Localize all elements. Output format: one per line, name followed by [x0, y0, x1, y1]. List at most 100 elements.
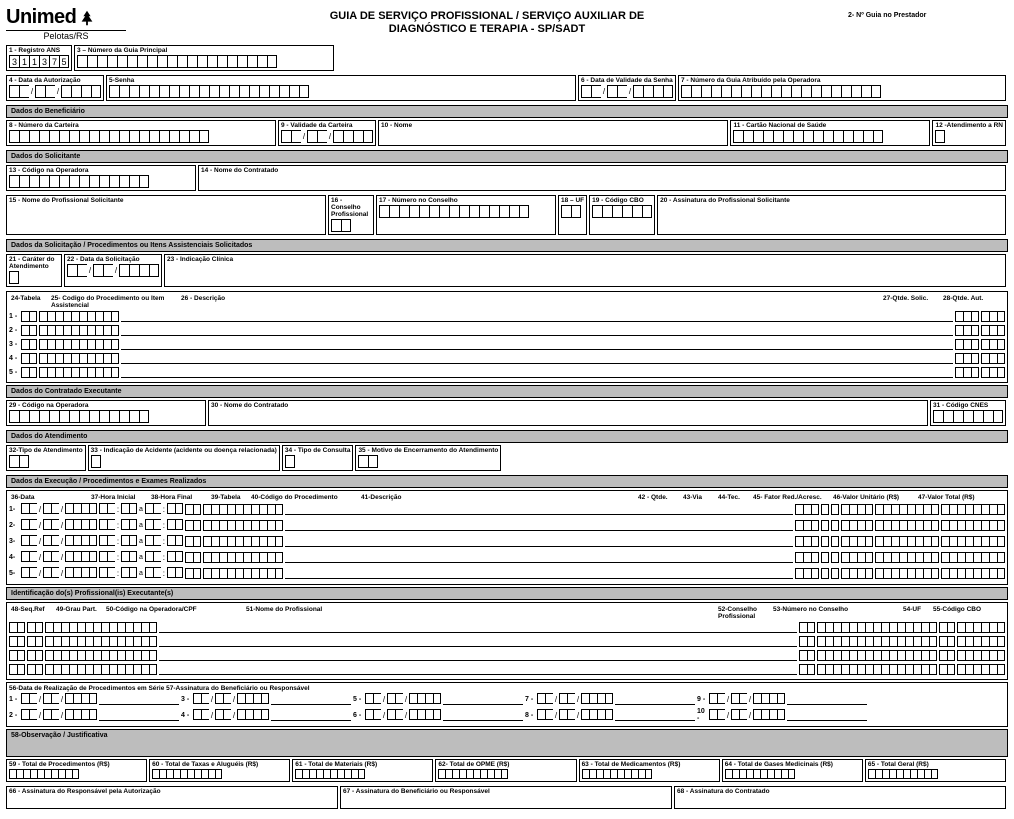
cells[interactable]: [875, 536, 939, 547]
cells[interactable]: [21, 353, 37, 364]
serie-date[interactable]: //: [709, 693, 785, 706]
cells[interactable]: [185, 520, 201, 531]
cells[interactable]: [955, 353, 979, 364]
cells[interactable]: [45, 650, 157, 661]
cell[interactable]: 3: [39, 55, 49, 68]
cells-1[interactable]: 3 1 1 3 7 5: [9, 55, 69, 68]
cells[interactable]: [203, 568, 283, 579]
date[interactable]: //: [21, 551, 97, 564]
cells[interactable]: [39, 339, 119, 350]
cell[interactable]: 1: [29, 55, 39, 68]
hf[interactable]: :: [145, 535, 183, 548]
cells[interactable]: [841, 520, 873, 531]
cells[interactable]: [9, 650, 25, 661]
name-line[interactable]: [159, 664, 797, 675]
cells[interactable]: [185, 552, 201, 563]
cells[interactable]: [939, 664, 955, 675]
cells[interactable]: [203, 520, 283, 531]
cells[interactable]: [203, 552, 283, 563]
field-66-assin-autoriz[interactable]: 66 - Assinatura do Responsável pela Auto…: [6, 786, 338, 809]
cells[interactable]: [817, 664, 937, 675]
serie-sign[interactable]: [615, 694, 695, 705]
cells[interactable]: [185, 536, 201, 547]
cells[interactable]: [941, 504, 1005, 515]
cells[interactable]: [39, 367, 119, 378]
date[interactable]: //: [21, 567, 97, 580]
cells[interactable]: [831, 552, 839, 563]
cells[interactable]: [9, 664, 25, 675]
cells-21[interactable]: [9, 271, 59, 284]
desc-line[interactable]: [121, 353, 953, 364]
field-10-nome[interactable]: 10 - Nome: [378, 120, 728, 146]
cells[interactable]: [981, 325, 1005, 336]
cells-12[interactable]: [935, 130, 1003, 143]
cells[interactable]: [795, 520, 819, 531]
cells[interactable]: [9, 622, 25, 633]
desc-line[interactable]: [285, 568, 793, 579]
serie-sign[interactable]: [99, 710, 179, 721]
cells[interactable]: [841, 504, 873, 515]
serie-date[interactable]: //: [365, 693, 441, 706]
serie-date[interactable]: //: [709, 709, 785, 722]
cells[interactable]: [39, 311, 119, 322]
date[interactable]: //: [21, 519, 97, 532]
field-68-assin-contratado[interactable]: 68 - Assinatura do Contratado: [674, 786, 1006, 809]
hi[interactable]: :: [99, 535, 137, 548]
cells[interactable]: [799, 650, 815, 661]
cells[interactable]: [795, 536, 819, 547]
name-line[interactable]: [159, 622, 797, 633]
field-23-indicacao[interactable]: 23 - Indicação Clínica: [164, 254, 1006, 287]
serie-sign[interactable]: [443, 694, 523, 705]
field-20-assinatura[interactable]: 20 - Assinatura do Profissional Solicita…: [657, 195, 1006, 235]
field-30-nome-contratado[interactable]: 30 - Nome do Contratado: [208, 400, 928, 426]
cells-65[interactable]: [868, 769, 1003, 779]
cells[interactable]: [21, 325, 37, 336]
cells-13[interactable]: [9, 175, 193, 188]
hf[interactable]: :: [145, 503, 183, 516]
cells[interactable]: [821, 504, 829, 515]
cell[interactable]: 5: [59, 55, 69, 68]
cells-9[interactable]: //: [281, 130, 373, 143]
cells[interactable]: [955, 367, 979, 378]
hf[interactable]: :: [145, 567, 183, 580]
cell[interactable]: 3: [9, 55, 19, 68]
cells-5[interactable]: [109, 85, 573, 98]
desc-line[interactable]: [285, 520, 793, 531]
desc-line[interactable]: [285, 504, 793, 515]
serie-sign[interactable]: [99, 694, 179, 705]
cells[interactable]: [939, 650, 955, 661]
hi[interactable]: :: [99, 519, 137, 532]
cells[interactable]: [941, 520, 1005, 531]
field-67-assin-benef[interactable]: 67 - Assinatura do Beneficiário ou Respo…: [340, 786, 672, 809]
hi[interactable]: :: [99, 503, 137, 516]
cells-61[interactable]: [295, 769, 430, 779]
cells[interactable]: [981, 367, 1005, 378]
cells[interactable]: [27, 636, 43, 647]
cells[interactable]: [955, 325, 979, 336]
cells-19[interactable]: [592, 205, 652, 218]
cells[interactable]: [795, 552, 819, 563]
cells-11[interactable]: [733, 130, 927, 143]
cells[interactable]: [185, 504, 201, 515]
cells[interactable]: [45, 636, 157, 647]
cells-16[interactable]: [331, 219, 371, 232]
serie-sign[interactable]: [615, 710, 695, 721]
cells[interactable]: [957, 622, 1005, 633]
cells[interactable]: [821, 536, 829, 547]
cells[interactable]: [875, 552, 939, 563]
name-line[interactable]: [159, 636, 797, 647]
serie-sign[interactable]: [787, 710, 867, 721]
desc-line[interactable]: [121, 339, 953, 350]
cells[interactable]: [45, 622, 157, 633]
hf[interactable]: :: [145, 519, 183, 532]
cells[interactable]: [831, 568, 839, 579]
serie-sign[interactable]: [271, 710, 351, 721]
cells[interactable]: [27, 622, 43, 633]
cells[interactable]: [27, 650, 43, 661]
cells-32[interactable]: [9, 455, 83, 468]
cells-18[interactable]: [561, 205, 584, 218]
hf[interactable]: :: [145, 551, 183, 564]
serie-date[interactable]: //: [21, 709, 97, 722]
desc-line[interactable]: [121, 311, 953, 322]
cells[interactable]: [9, 636, 25, 647]
